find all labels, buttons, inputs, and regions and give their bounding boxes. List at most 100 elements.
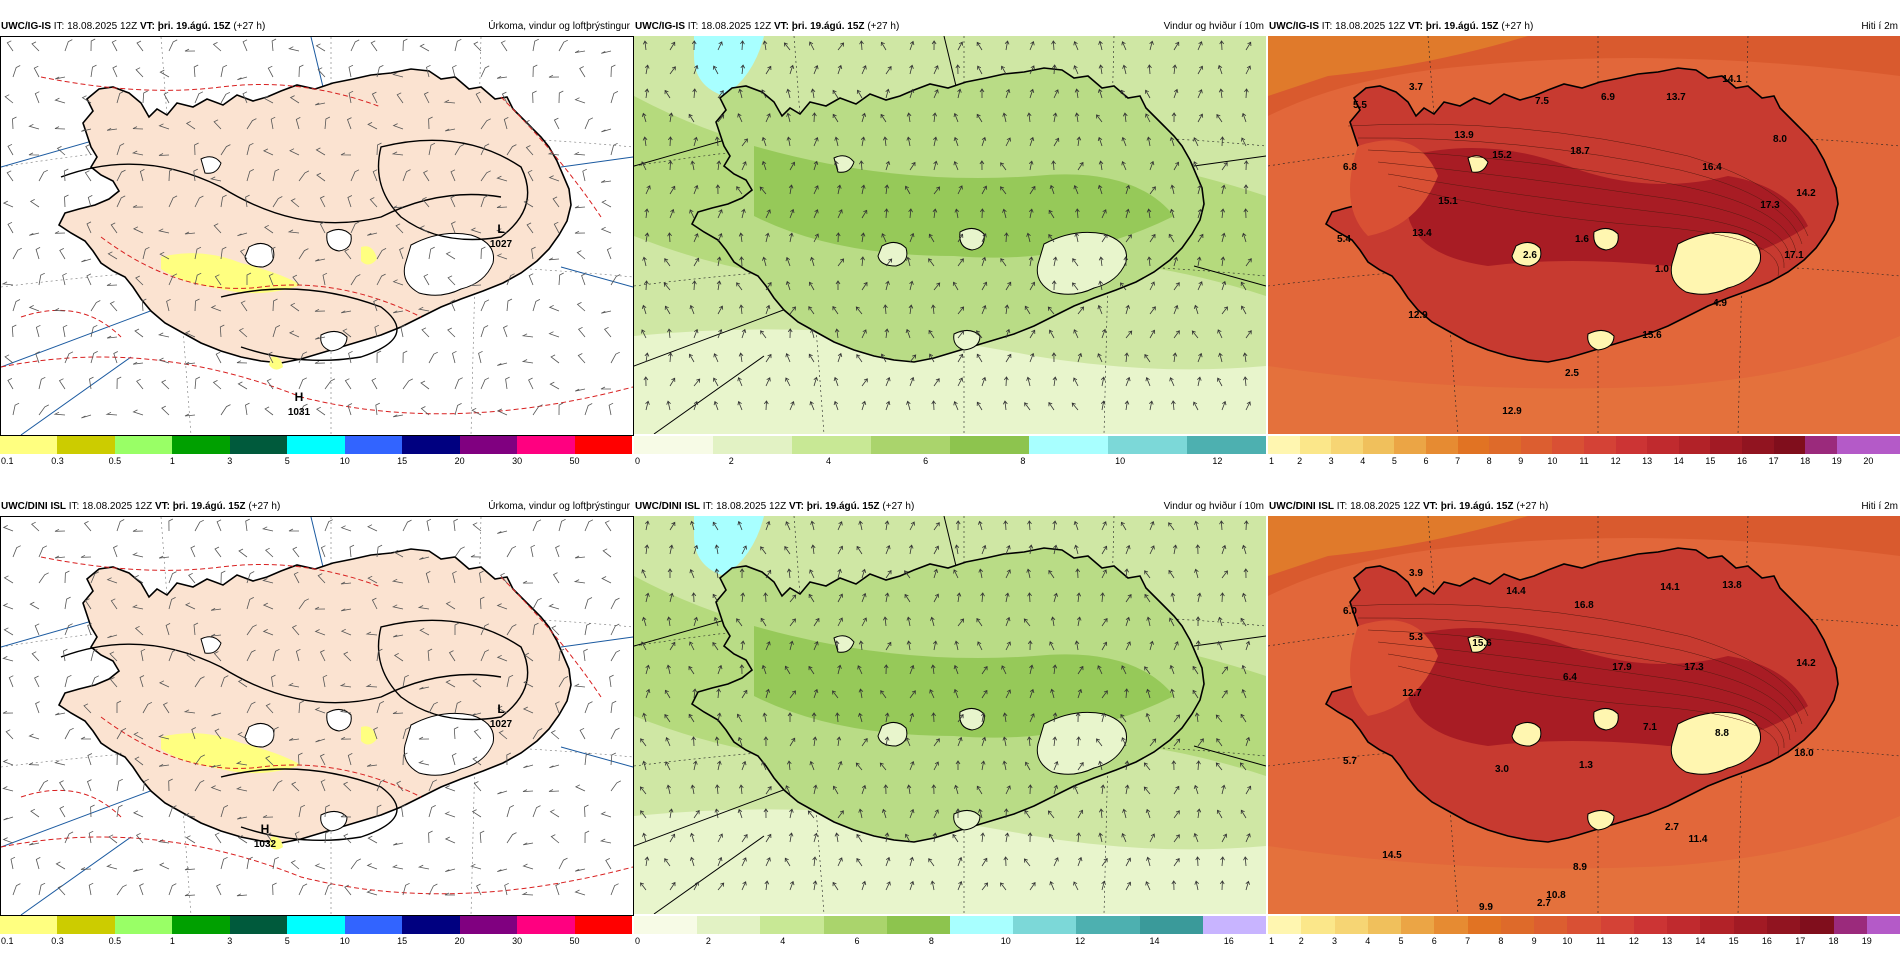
temperature-value-label: 14.2 (1796, 188, 1816, 199)
model-name: UWC/DINI ISL (635, 501, 700, 512)
colorbar-tick-label: 1 (169, 936, 175, 946)
precip-colorbar (0, 436, 632, 454)
colorbar-swatch (886, 916, 951, 934)
colorbar-swatch (1299, 436, 1332, 454)
colorbar-swatch (1467, 916, 1501, 934)
lead-time: (+27 h) (1513, 501, 1549, 512)
colorbar-tick-label: 10 (339, 936, 350, 946)
colorbar-swatch (1434, 916, 1468, 934)
colorbar-tick-label: 3 (227, 456, 233, 466)
colorbar-tick-label: 0 (635, 936, 641, 946)
init-time: IT: 18.08.2025 12Z (700, 501, 789, 512)
temperature-value-label: 3.0 (1495, 764, 1509, 775)
temperature-value-label: 15.2 (1492, 150, 1512, 161)
colorbar-tick-label: 14 (1695, 936, 1706, 946)
colorbar-swatch (57, 436, 115, 454)
temperature-value-label: 13.9 (1454, 130, 1474, 141)
glacier-outline (1593, 708, 1619, 731)
colorbar-tick-label: 10 (1115, 456, 1126, 466)
temp-colorbar (1268, 436, 1900, 454)
temperature-value-label: 17.1 (1784, 250, 1804, 261)
precip-panel-row1: UWC/DINI ISL IT: 18.08.2025 12Z VT: þri.… (0, 498, 634, 960)
glacier-outline (326, 709, 352, 732)
colorbar-swatch (1108, 436, 1187, 454)
colorbar-swatch (0, 436, 58, 454)
temperature-value-label: 5.4 (1337, 234, 1351, 245)
temp-colorbar-ticks: 1 2 3 4 5 6 7 8 9 10 11 12 13 14 15 16 17 18 19 (1268, 935, 1900, 949)
wind-band-calm (634, 809, 1266, 914)
temperature-value-label: 7.1 (1643, 722, 1657, 733)
low-pressure-letter: L (497, 702, 504, 716)
lead-time: (+27 h) (245, 501, 281, 512)
colorbar-swatch (1425, 436, 1458, 454)
colorbar-swatch (287, 436, 345, 454)
temp-band (1268, 36, 1528, 96)
colorbar-swatch (760, 916, 824, 934)
colorbar-tick-label: 12 (1075, 936, 1086, 946)
precip-map: L 1027 H 1032 (0, 516, 634, 916)
glacier-outline (244, 243, 275, 268)
temperature-value-label: 14.1 (1722, 74, 1742, 85)
glacier-outline (1511, 722, 1542, 747)
temperature-value-label: 17.9 (1612, 662, 1632, 673)
colorbar-swatch (1800, 916, 1834, 934)
colorbar-swatch (229, 916, 288, 934)
colorbar-tick-label: 16 (1736, 456, 1748, 466)
colorbar-swatch (1700, 916, 1734, 934)
temp-band (1268, 336, 1900, 434)
colorbar-swatch (229, 436, 288, 454)
temperature-value-label: 9.9 (1479, 902, 1493, 913)
colorbar-tick-label: 1 (1269, 936, 1275, 946)
colorbar-tick-label: 8 (928, 936, 934, 946)
colorbar-tick-label: 15 (397, 936, 408, 946)
temperature-value-label: 3.7 (1409, 82, 1423, 93)
colorbar-tick-label: 8 (1498, 936, 1504, 946)
pressure-value: 1027 (490, 239, 513, 250)
temperature-value-label: 16.4 (1702, 162, 1722, 173)
temperature-value-label: 8.8 (1715, 728, 1729, 739)
temperature-value-label: 12.9 (1408, 310, 1428, 321)
colorbar-tick-label: 50 (569, 936, 580, 946)
temperature-value-label: 18.0 (1794, 748, 1814, 759)
glacier-outline (959, 228, 985, 251)
colorbar-swatch (1187, 436, 1266, 454)
colorbar-tick-label: 30 (512, 456, 523, 466)
model-name: UWC/IG-IS (1, 21, 51, 32)
colorbar-tick-label: 0.5 (108, 936, 122, 946)
valid-time: VT: þri. 19.ágú. 15Z (1422, 501, 1514, 512)
temperature-value-label: 13.4 (1412, 228, 1432, 239)
parameter-title: Úrkoma, vindur og loftþrýstingur (488, 21, 630, 32)
isobars (60, 619, 529, 842)
glacier-outline (1593, 228, 1619, 251)
glacier-outline (320, 811, 348, 832)
temp-map: 3.7 7.5 6.9 13.7 14.1 5.5 13.9 15.2 18.7 8.0 6.8 16… (1268, 36, 1900, 434)
colorbar-tick-label: 10 (1547, 456, 1558, 466)
colorbar-swatch (1552, 436, 1584, 454)
glacier-outline (1587, 810, 1615, 831)
glacier-outline (1587, 330, 1615, 351)
glacier-outline (959, 708, 985, 731)
panel-header: UWC/DINI ISL IT: 18.08.2025 12Z VT: þri.… (0, 498, 634, 516)
wind-colorbar-ticks: 0 2 4 6 8 10 12 14 16 (634, 935, 1266, 949)
temperature-value-label: 15.6 (1642, 330, 1662, 341)
colorbar-swatch (1773, 436, 1806, 454)
colorbar-tick-label: 14 (1149, 936, 1160, 946)
colorbar-tick-label: 0.3 (51, 456, 64, 466)
temperature-value-label: 2.6 (1523, 250, 1537, 261)
colorbar-swatch (1334, 916, 1368, 934)
colorbar-swatch (871, 436, 950, 454)
colorbar-swatch (574, 436, 632, 454)
temperature-value-label: 2.7 (1665, 822, 1679, 833)
valid-time: VT: þri. 19.ágú. 15Z (1407, 21, 1499, 32)
colorbar-swatch (402, 436, 460, 454)
colorbar-swatch (1678, 436, 1711, 454)
precip-panel-row0: UWC/IG-IS IT: 18.08.2025 12Z VT: þri. 19… (0, 18, 634, 480)
pressure-value: 1027 (490, 719, 513, 730)
colorbar-swatch (1076, 916, 1140, 934)
colorbar-swatch (1733, 916, 1767, 934)
colorbar-tick-label: 6 (1423, 456, 1429, 466)
glacier-outline (833, 155, 855, 173)
colorbar-swatch (634, 916, 698, 934)
colorbar-swatch (1647, 436, 1679, 454)
high-pressure-letter: H (295, 390, 304, 404)
